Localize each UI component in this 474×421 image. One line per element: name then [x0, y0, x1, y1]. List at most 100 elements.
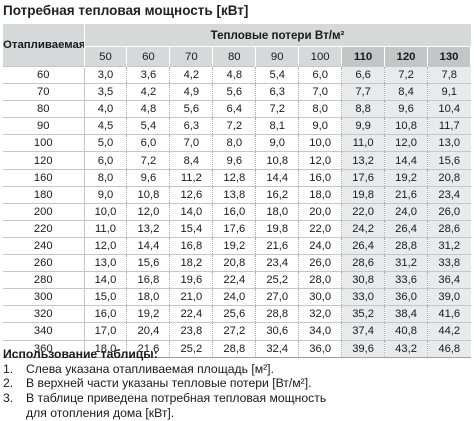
- area-cell: 90: [3, 117, 85, 135]
- power-cell: 26,4: [341, 236, 386, 255]
- power-cell: 41,6: [427, 305, 471, 323]
- power-cell: 14,4: [126, 236, 171, 255]
- power-cell: 9,0: [298, 117, 343, 135]
- power-cell: 18,0: [298, 185, 343, 204]
- area-cell: 280: [3, 271, 85, 289]
- power-cell: 33,8: [427, 254, 471, 272]
- power-cell: 13,2: [126, 219, 171, 238]
- area-cell: 220: [3, 219, 85, 238]
- table-row: 240 12,0 14,4 16,8 19,2 21,6 24,0 26,4 28,8 31,2: [3, 236, 471, 255]
- table-row: 220 11,0 13,2 15,4 17,6 19,8 22,0 24,2 26,4 28,6: [3, 219, 471, 238]
- power-cell: 40,8: [384, 322, 428, 340]
- power-cell: 6,0: [126, 134, 171, 152]
- power-cell: 9,0: [84, 185, 128, 204]
- power-cell: 17,6: [212, 219, 257, 238]
- power-cell: 18,0: [84, 339, 128, 358]
- table-row: 80 4,0 4,8 5,6 6,4 7,2 8,0 8,8 9,6 10,4: [3, 100, 471, 118]
- table-row: 280 14,0 16,8 19,6 22,4 25,2 28,0 30,8 33,6 36,4: [3, 271, 471, 289]
- power-cell: 8,0: [212, 134, 257, 152]
- power-cell: 16,0: [298, 168, 343, 187]
- power-cell: 38,4: [384, 305, 428, 323]
- power-cell: 12,0: [126, 202, 171, 221]
- power-cell: 9,6: [212, 151, 257, 170]
- area-cell: 100: [3, 134, 85, 152]
- power-cell: 21,6: [384, 185, 428, 204]
- power-cell: 4,2: [126, 83, 171, 101]
- power-cell: 19,2: [126, 305, 171, 323]
- power-cell: 10,8: [126, 185, 171, 204]
- power-cell: 9,6: [126, 168, 171, 187]
- power-cell: 12,0: [298, 151, 343, 170]
- power-cell: 35,2: [341, 305, 386, 323]
- power-cell: 9,9: [341, 117, 386, 135]
- power-cell: 19,2: [384, 168, 428, 187]
- power-cell: 6,0: [84, 151, 128, 170]
- power-cell: 20,8: [427, 168, 471, 187]
- note-text: Слева указана отапливаемая площадь [м²].: [26, 361, 274, 376]
- power-cell: 19,8: [341, 185, 386, 204]
- power-cell: 4,5: [84, 117, 128, 135]
- power-cell: 46,8: [427, 339, 471, 358]
- power-cell: 23,4: [427, 185, 471, 204]
- power-cell: 18,0: [126, 288, 171, 306]
- table-header: Отапливаемая площадь [м²] Тепловые потер…: [3, 24, 471, 67]
- power-cell: 11,0: [341, 134, 386, 152]
- loss-value-header: 90: [255, 46, 300, 67]
- power-cell: 5,0: [84, 134, 128, 152]
- power-cell: 26,0: [427, 202, 471, 221]
- power-cell: 11,2: [169, 168, 214, 187]
- power-cell: 20,8: [212, 254, 257, 272]
- power-cell: 5,4: [255, 65, 300, 84]
- power-cell: 44,2: [427, 322, 471, 340]
- power-cell: 28,6: [427, 219, 471, 238]
- power-cell: 26,4: [384, 219, 428, 238]
- power-cell: 28,8: [255, 305, 300, 323]
- power-cell: 27,0: [255, 288, 300, 306]
- power-cell: 28,6: [341, 254, 386, 272]
- note-text: для отопления дома [кВт].: [26, 405, 175, 420]
- power-cell: 11,7: [427, 117, 471, 135]
- power-cell: 16,2: [255, 185, 300, 204]
- power-cell: 7,2: [126, 151, 171, 170]
- power-cell: 16,0: [84, 305, 128, 323]
- power-cell: 36,4: [427, 271, 471, 289]
- power-cell: 32,0: [298, 305, 343, 323]
- power-cell: 9,1: [427, 83, 471, 101]
- power-cell: 4,8: [212, 65, 257, 84]
- power-cell: 24,0: [212, 288, 257, 306]
- power-cell: 8,4: [384, 83, 428, 101]
- power-cell: 12,8: [212, 168, 257, 187]
- losses-values-row: 50 60 70 80 90 100 110 120 130: [3, 46, 471, 67]
- loss-value-header: 50: [84, 46, 128, 67]
- area-cell: 70: [3, 83, 85, 101]
- power-cell: 7,0: [169, 134, 214, 152]
- power-cell: 11,0: [84, 219, 128, 238]
- power-cell: 25,2: [169, 339, 214, 358]
- power-cell: 12,0: [84, 236, 128, 255]
- table-row: 60 3,0 3,6 4,2 4,8 5,4 6,0 6,6 7,2 7,8: [3, 65, 471, 84]
- area-cell: 120: [3, 151, 85, 170]
- power-cell: 26,0: [298, 254, 343, 272]
- power-cell: 13,2: [341, 151, 386, 170]
- power-cell: 9,6: [384, 100, 428, 118]
- power-cell: 3,5: [84, 83, 128, 101]
- notes-heading: Использование таблицы:: [3, 347, 158, 361]
- power-cell: 36,0: [384, 288, 428, 306]
- power-cell: 10,0: [298, 134, 343, 152]
- area-header: Отапливаемая площадь [м²]: [3, 24, 85, 67]
- power-cell: 28,8: [212, 339, 257, 358]
- power-cell: 8,1: [255, 117, 300, 135]
- power-cell: 12,0: [384, 134, 428, 152]
- table-row: 260 13,0 15,6 18,2 20,8 23,4 26,0 28,6 31,2 33,8: [3, 254, 471, 272]
- power-cell: 15,6: [126, 254, 171, 272]
- area-cell: 180: [3, 185, 85, 204]
- power-cell: 13,0: [84, 254, 128, 272]
- power-cell: 16,0: [212, 202, 257, 221]
- power-cell: 9,0: [255, 134, 300, 152]
- power-cell: 39,0: [427, 288, 471, 306]
- power-cell: 7,2: [255, 100, 300, 118]
- power-cell: 28,8: [384, 236, 428, 255]
- power-cell: 15,6: [427, 151, 471, 170]
- area-cell: 320: [3, 305, 85, 323]
- area-cell: 80: [3, 100, 85, 118]
